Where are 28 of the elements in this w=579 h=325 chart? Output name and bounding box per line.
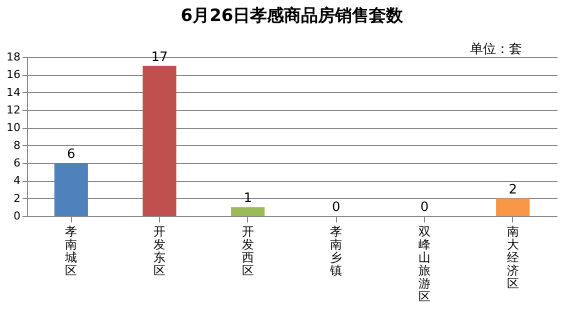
bar [496,198,530,216]
data-label: 0 [420,200,429,215]
y-tick-label: 10 [6,121,20,134]
bar [142,66,176,216]
y-tick-label: 8 [14,138,20,152]
x-tick-label: 孝南城区 [64,224,78,278]
y-tick-label: 4 [14,174,20,188]
bar [231,207,265,216]
data-label: 1 [244,191,252,206]
x-tick-label: 孝南乡镇 [329,224,342,278]
x-tick-label: 南大经济区 [506,224,519,290]
y-tick-label: 16 [6,68,20,82]
unit-note: 单位：套 [470,41,522,58]
data-label: 17 [151,50,168,65]
x-tick-label: 双峰山旅游区 [418,224,430,304]
y-tick-label: 6 [14,156,20,170]
y-tick-label: 0 [14,210,20,222]
bar [54,163,88,216]
x-tick-label: 开发西区 [242,224,254,278]
y-tick-label: 12 [6,104,20,116]
data-label: 0 [332,200,340,215]
data-label: 2 [508,182,517,198]
chart-title: 6月26日孝感商品房销售套数 [180,6,404,26]
y-tick-label: 18 [6,50,20,64]
x-tick-label: 开发东区 [154,224,166,278]
y-tick-label: 14 [6,86,20,99]
y-tick-label: 2 [14,192,20,205]
data-label: 6 [67,147,76,162]
